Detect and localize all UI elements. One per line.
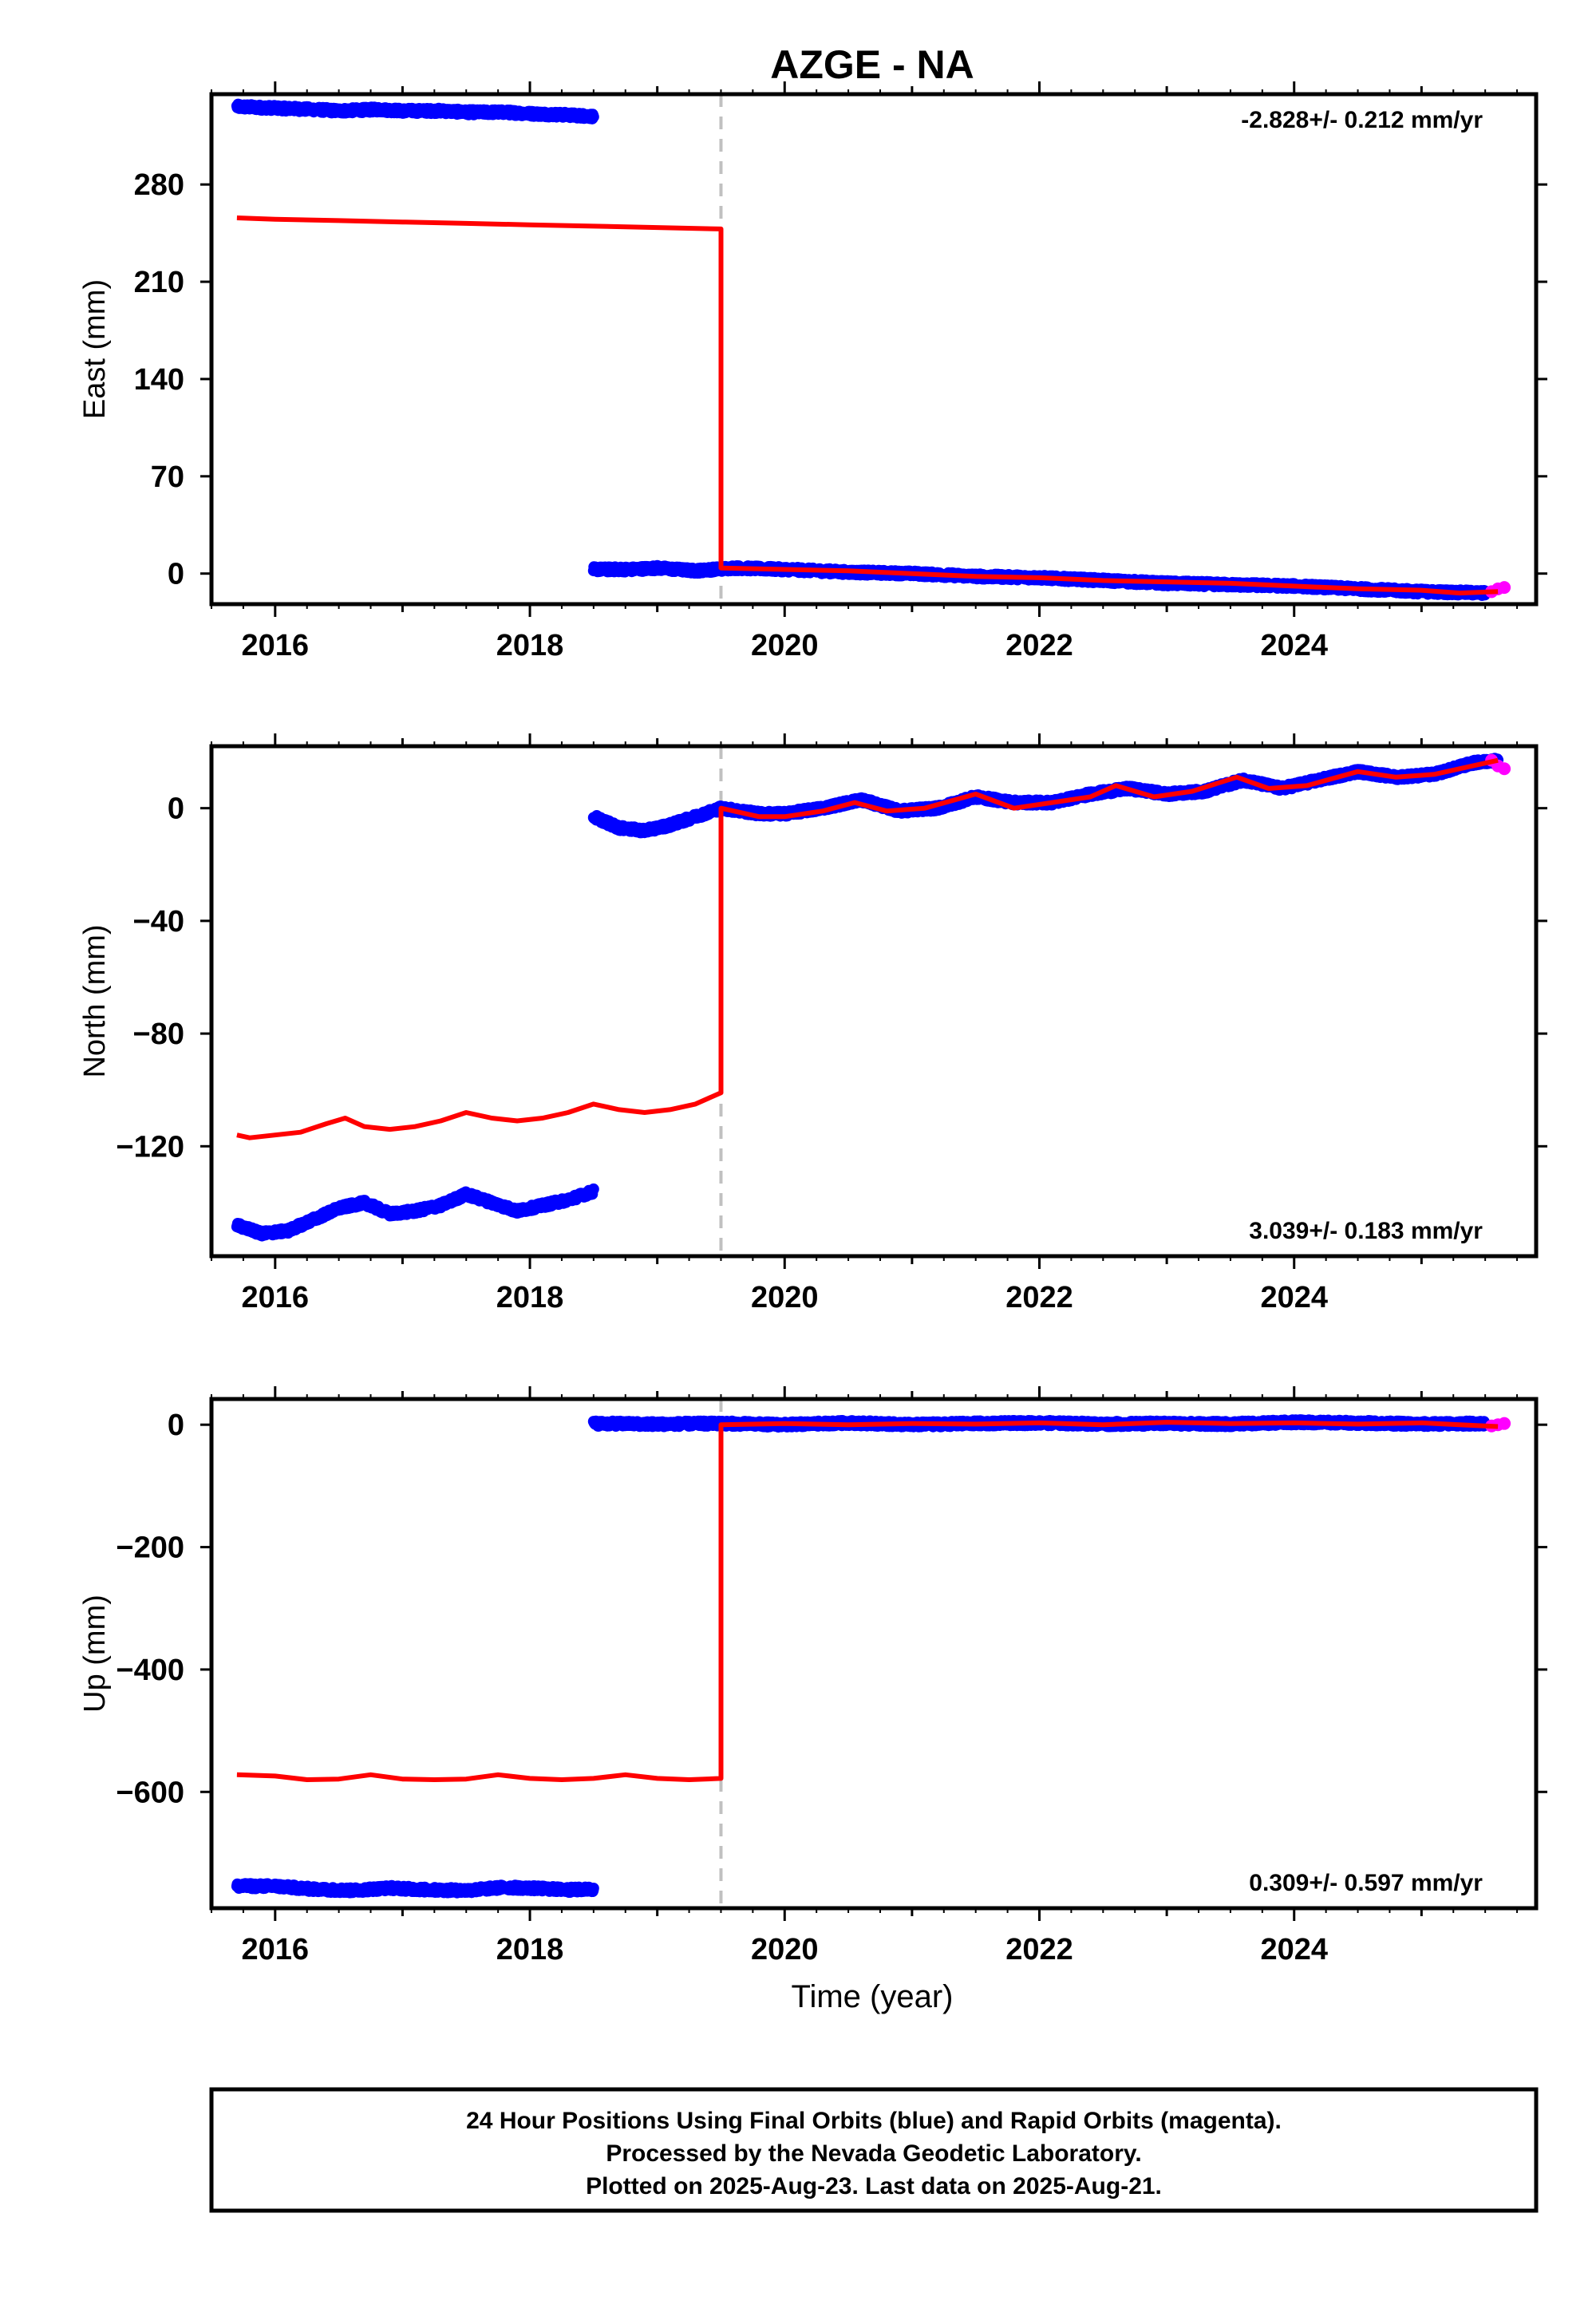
east-frame: [209, 92, 1539, 607]
north-final-point: [587, 1183, 599, 1195]
east-x-tick-label: 2018: [496, 629, 564, 662]
east-y-tick-label: 280: [134, 168, 184, 202]
east-y-tick-label: 0: [168, 558, 184, 591]
east-model-line: [236, 215, 1499, 596]
east-panel: 0 70 140 210 280 East (mm) 2016 2018 2020 2022 202…: [78, 81, 1547, 662]
east-y-tick-label: 140: [134, 363, 184, 397]
chart-title: AZGE - NA: [770, 42, 974, 87]
east-x-tick-label: 2024: [1260, 629, 1328, 662]
east-rapid-point: [1498, 581, 1511, 595]
north-data-layer: [231, 746, 1511, 1256]
east-final-point: [587, 111, 599, 123]
east-y-axis-label: East (mm): [78, 279, 112, 419]
east-y-tick-label: 210: [134, 266, 184, 299]
east-x-tick-label: 2020: [751, 629, 819, 662]
east-rate-label: -2.828+/- 0.212 mm/yr: [1241, 107, 1483, 133]
east-x-tick-label: 2016: [242, 629, 310, 662]
east-x-tick-label: 2022: [1005, 629, 1073, 662]
east-data-layer: [231, 94, 1511, 604]
east-y-tick-label: 70: [151, 460, 184, 494]
